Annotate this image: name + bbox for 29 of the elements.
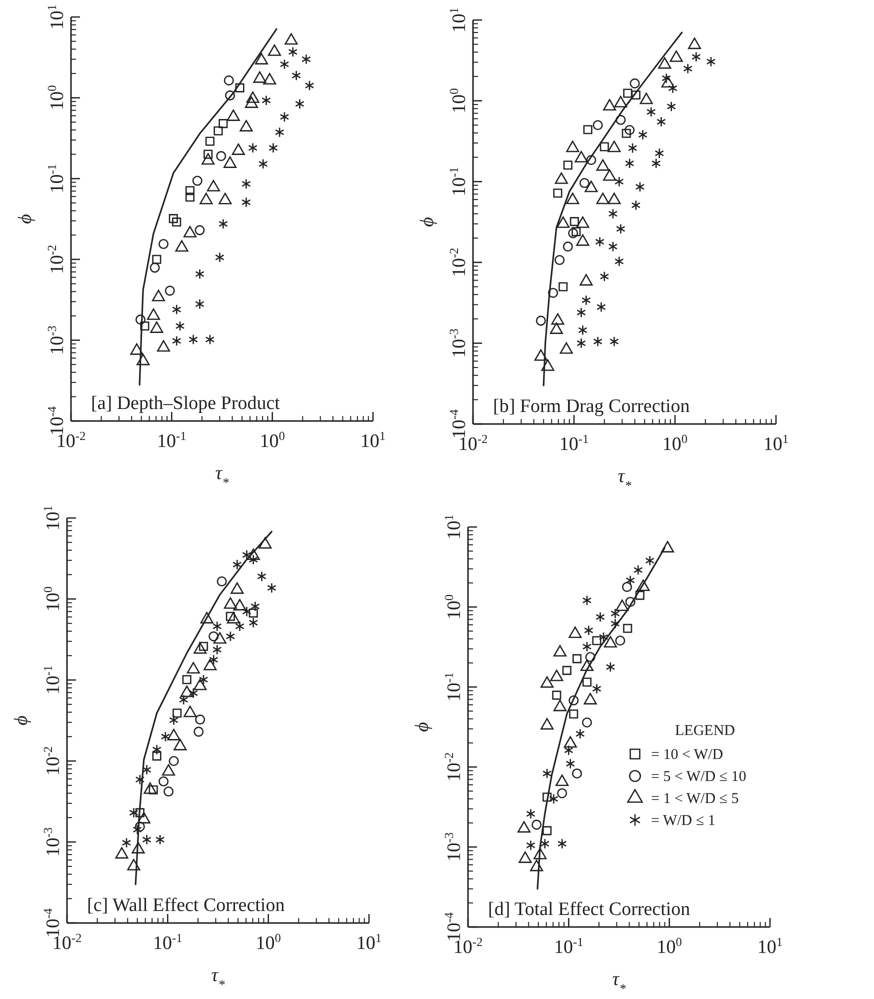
x-tick-label: 10$^{1}$ — [360, 429, 386, 452]
legend-title: LEGEND — [675, 723, 736, 739]
x-tick-label: 10$^{-1}$ — [554, 935, 584, 958]
text: [c] Wall Effect Correction — [87, 895, 286, 916]
x-tick-label: 10$^{0}$ — [260, 429, 285, 452]
y-axis-title: ϕ — [412, 722, 433, 732]
x-tick-label: 10$^{0}$ — [662, 432, 688, 455]
legend-label: = 5 < W/D ≤ 10 — [651, 769, 746, 785]
x-tick-label: 10$^{-1}$ — [559, 432, 589, 455]
x-axis-title: τ$_{*}$ — [215, 463, 230, 490]
y-axis-title: ϕ — [15, 214, 36, 224]
legend-label: = 1 < W/D ≤ 5 — [651, 791, 739, 807]
text: [b] Form Drag Correction — [493, 396, 690, 417]
legend-label: = W/D ≤ 1 — [651, 813, 716, 829]
x-tick-label: 10$^{1}$ — [757, 935, 783, 958]
y-axis-title: ϕ — [417, 216, 438, 227]
x-tick-label: 10$^{-1}$ — [157, 429, 186, 452]
x-axis-title: τ$_{*}$ — [612, 969, 626, 996]
x-axis-title: τ$_{*}$ — [618, 466, 632, 492]
x-tick-label: 10$^{0}$ — [256, 931, 281, 954]
x-tick-label: 10$^{-1}$ — [153, 931, 182, 954]
x-axis-title: τ$_{*}$ — [211, 965, 226, 992]
text: [d] Total Effect Correction — [488, 899, 691, 920]
y-axis-title: ϕ — [11, 715, 32, 726]
legend-label: = 10 < W/D — [651, 747, 724, 763]
x-tick-label: 10$^{1}$ — [763, 432, 789, 455]
x-tick-label: 10$^{0}$ — [656, 935, 682, 958]
text: [a] Depth–Slope Product — [91, 393, 281, 414]
x-tick-label: 10$^{1}$ — [356, 931, 382, 954]
